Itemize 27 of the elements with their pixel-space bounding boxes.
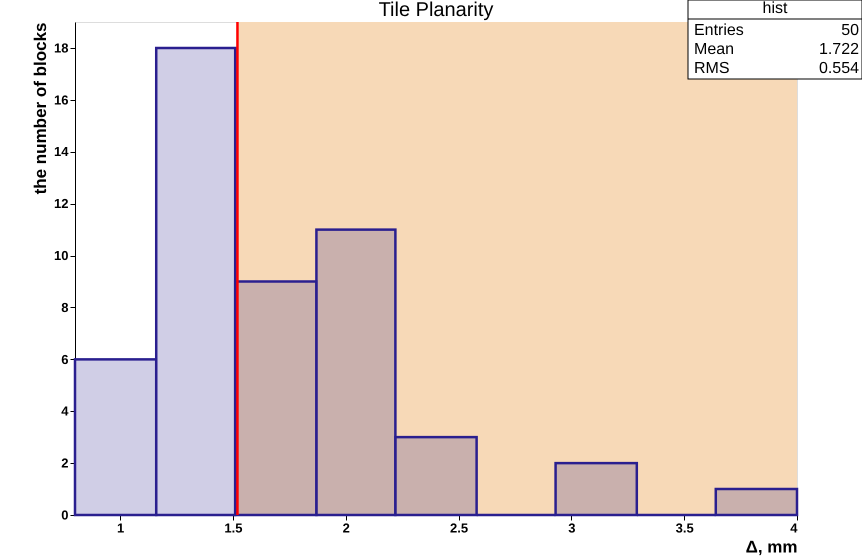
x-tick-label: 1.5: [224, 520, 242, 536]
y-tick-label: 0: [61, 508, 68, 522]
y-axis-title: the number of blocks: [31, 22, 50, 194]
y-tick-label: 10: [54, 248, 68, 264]
x-tick-label: 3: [568, 520, 576, 536]
y-tick-label: 14: [54, 144, 70, 160]
x-tick-label: 3.5: [676, 520, 694, 536]
x-tick-label: 1: [117, 520, 124, 536]
x-tick-label: 4: [790, 520, 798, 536]
y-tick-label: 16: [54, 92, 68, 108]
x-axis-title: Δ, mm: [746, 538, 798, 556]
x-tick-label: 2: [342, 520, 350, 536]
annotation: RMS: [694, 60, 730, 77]
text: 50: [841, 22, 860, 39]
annotation: Entries: [694, 22, 744, 39]
x-tick-label: 2.5: [450, 520, 468, 536]
text: 0.554: [818, 60, 860, 77]
chart-title: Tile Planarity: [378, 0, 494, 21]
y-tick-label: 6: [61, 352, 68, 367]
y-tick-label: 2: [61, 456, 68, 471]
text: hist: [762, 0, 788, 17]
y-tick-label: 8: [61, 300, 68, 315]
y-tick-label: 4: [61, 404, 70, 419]
text: 1.722: [818, 41, 860, 58]
y-tick-label: 12: [54, 196, 68, 212]
y-tick-label: 18: [54, 40, 68, 56]
annotation: Mean: [694, 41, 734, 58]
